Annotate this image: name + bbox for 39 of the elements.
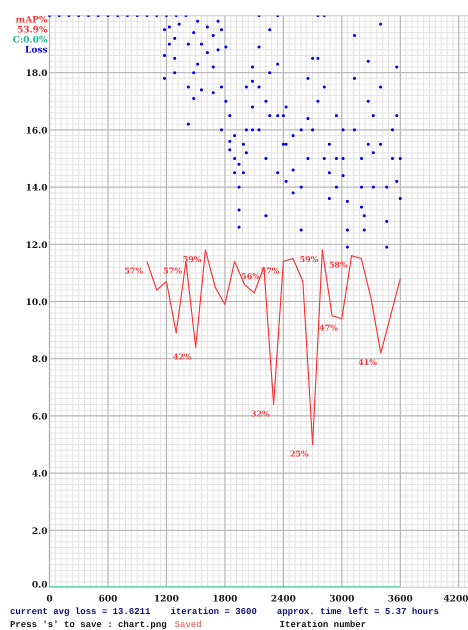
y-tick-label: 12.0 bbox=[26, 240, 48, 251]
x-tick-label: 4200 bbox=[443, 594, 468, 604]
data-label: 42% bbox=[172, 351, 192, 362]
x-tick-label: 3600 bbox=[388, 594, 413, 604]
x-axis-title: Iteration number bbox=[280, 620, 366, 630]
text: C:0.0% bbox=[12, 36, 48, 46]
data-label: 56% bbox=[241, 271, 260, 282]
y-tick-label: 2.0 bbox=[32, 526, 48, 537]
x-tick-label: 1800 bbox=[212, 594, 238, 604]
x-tick-label: 0 bbox=[46, 594, 53, 604]
x-tick-label: 1200 bbox=[154, 594, 179, 604]
data-label: 32% bbox=[250, 408, 270, 418]
data-label: 25% bbox=[290, 448, 309, 458]
text: current avg loss = 13.6211 bbox=[10, 607, 150, 617]
y-tick-label: 14.0 bbox=[26, 184, 48, 194]
data-label: 57% bbox=[163, 265, 182, 276]
y-tick-label: 16.0 bbox=[26, 126, 48, 136]
data-label: 59% bbox=[300, 254, 319, 264]
x-tick-label: 2400 bbox=[270, 594, 296, 604]
text: Saved bbox=[174, 620, 202, 630]
text: approx. time left = 5.37 hours bbox=[276, 607, 439, 617]
data-label: 57% bbox=[124, 265, 144, 276]
y-tick-label: 0.0 bbox=[32, 580, 48, 590]
text: iteration = 3600 bbox=[170, 607, 257, 617]
text: Loss bbox=[25, 46, 48, 56]
data-label: 59% bbox=[182, 254, 202, 264]
y-tick-label: 6.0 bbox=[32, 412, 48, 422]
y-tick-label: 10.0 bbox=[26, 298, 48, 308]
y-tick-label: 8.0 bbox=[32, 355, 48, 366]
text: 53.9% bbox=[17, 26, 48, 36]
text: Press 's' to save : chart.png bbox=[10, 620, 167, 630]
x-tick-label: 600 bbox=[98, 594, 118, 604]
data-label: 41% bbox=[358, 356, 378, 367]
data-label: 47% bbox=[319, 322, 338, 333]
y-tick-label: 4.0 bbox=[32, 470, 48, 480]
x-tick-label: 3000 bbox=[329, 594, 354, 604]
text: mAP% bbox=[16, 16, 48, 26]
y-tick-label: 18.0 bbox=[26, 69, 48, 80]
data-label: 58% bbox=[328, 260, 348, 270]
